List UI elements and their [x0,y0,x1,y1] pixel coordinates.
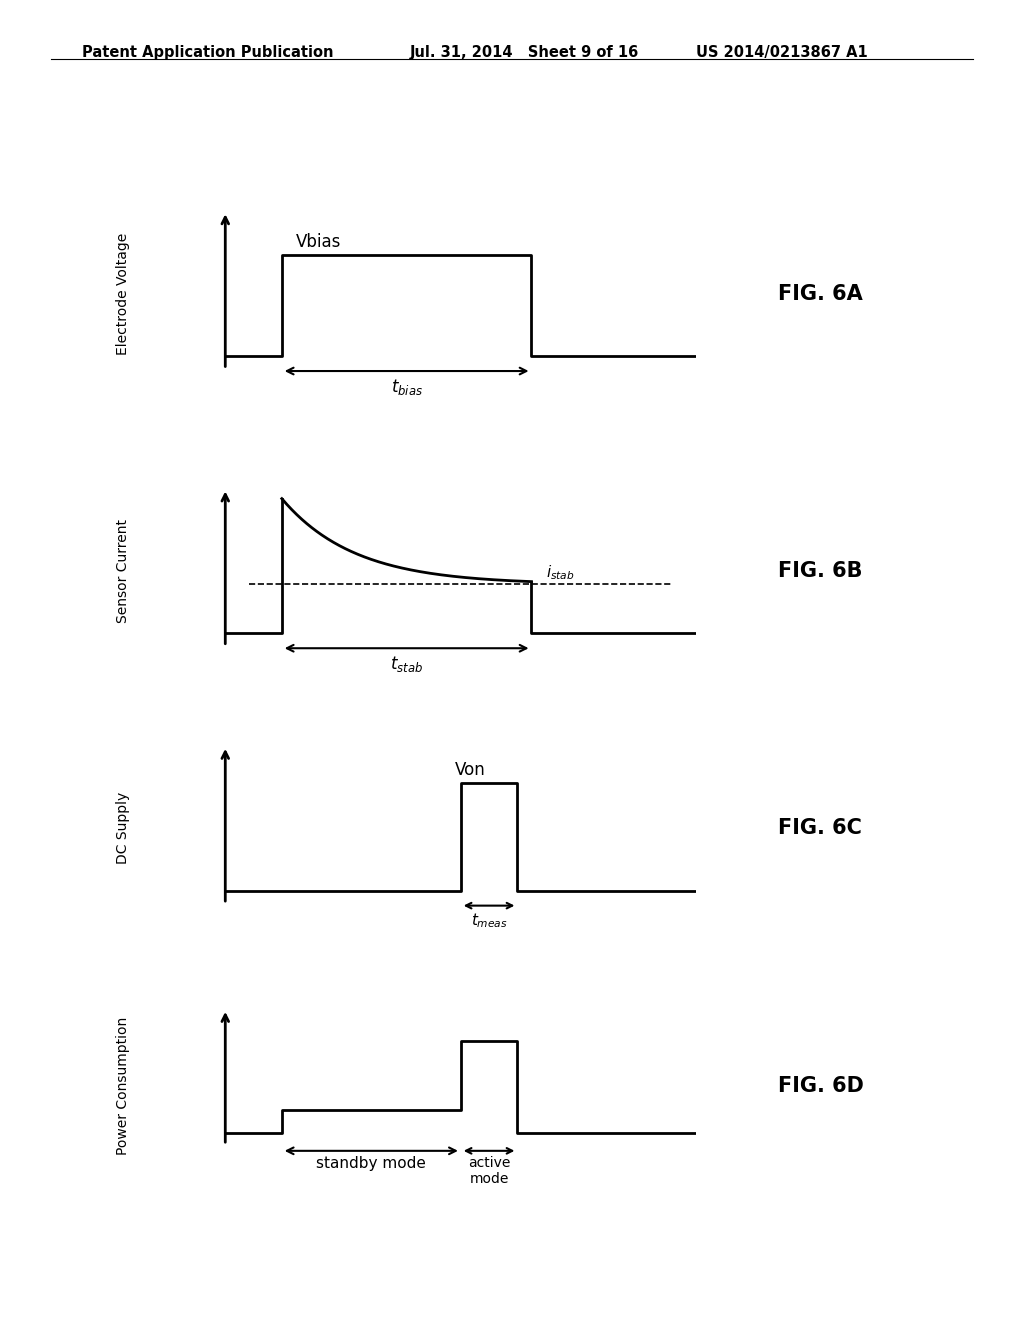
Text: Electrode Voltage: Electrode Voltage [116,232,130,355]
Text: Power Consumption: Power Consumption [116,1016,130,1155]
Text: Von: Von [455,760,485,779]
Text: Patent Application Publication: Patent Application Publication [82,45,334,59]
Text: DC Supply: DC Supply [116,792,130,865]
Text: $i_{stab}$: $i_{stab}$ [546,564,574,582]
Text: $t_{bias}$: $t_{bias}$ [390,376,423,397]
Text: FIG. 6C: FIG. 6C [778,818,862,838]
Text: Jul. 31, 2014   Sheet 9 of 16: Jul. 31, 2014 Sheet 9 of 16 [410,45,639,59]
Text: Vbias: Vbias [296,232,341,251]
Text: FIG. 6D: FIG. 6D [778,1076,864,1096]
Text: $t_{meas}$: $t_{meas}$ [471,911,508,931]
Text: FIG. 6A: FIG. 6A [778,284,863,304]
Text: standby mode: standby mode [316,1156,426,1171]
Text: FIG. 6B: FIG. 6B [778,561,863,581]
Text: $t_{stab}$: $t_{stab}$ [390,653,423,675]
Text: Sensor Current: Sensor Current [116,519,130,623]
Text: US 2014/0213867 A1: US 2014/0213867 A1 [696,45,868,59]
Text: active
mode: active mode [468,1156,510,1187]
